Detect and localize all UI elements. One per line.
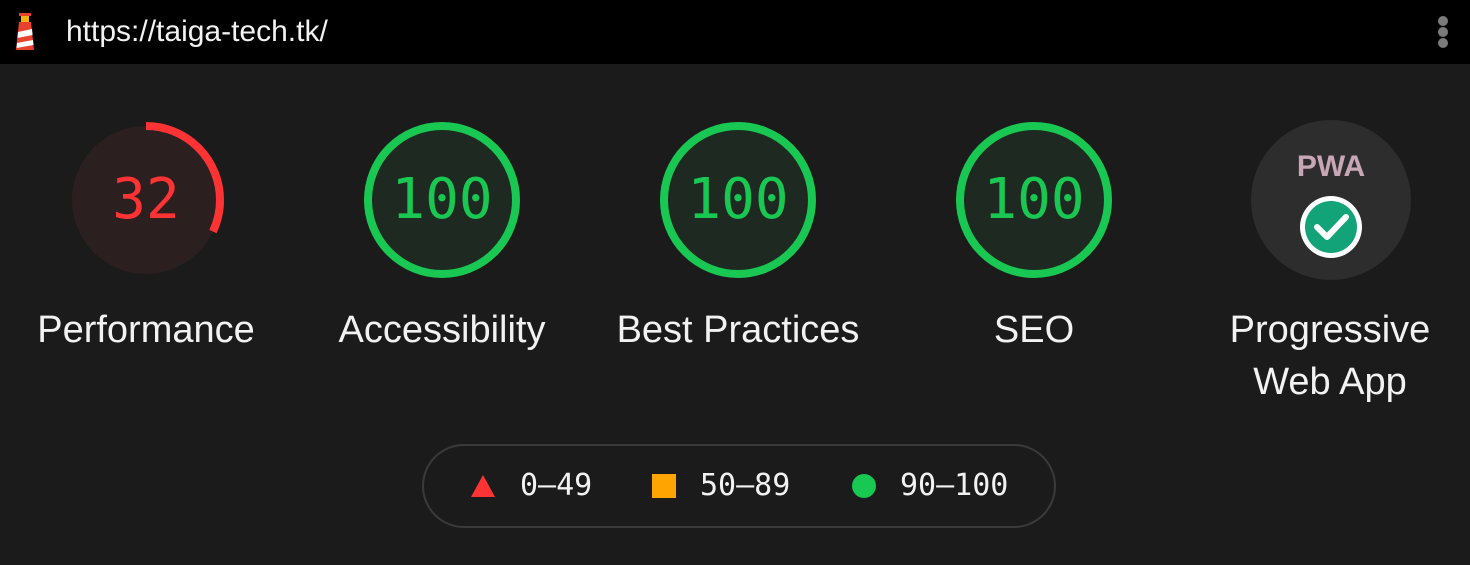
gauge-score: 100 [391, 167, 493, 232]
score-legend: 0–49 50–89 90–100 [422, 444, 1056, 528]
gauge-fill-bg [960, 126, 1108, 274]
gauge-label: Accessibility [338, 309, 546, 351]
circle-icon [852, 474, 876, 498]
square-icon [652, 474, 676, 498]
legend-range: 0–49 [520, 468, 593, 503]
lighthouse-icon [16, 13, 34, 50]
gauge-arc [660, 122, 816, 278]
legend-range: 50–89 [700, 468, 791, 503]
pwa-label-line2: Web App [1253, 361, 1407, 403]
page-url: https://taiga-tech.tk/ [66, 15, 328, 48]
gauge-label: SEO [993, 309, 1075, 351]
gauge-arc [364, 122, 520, 278]
checkmark-circle-icon [1300, 196, 1362, 258]
gauge-ring [660, 122, 816, 278]
gauge-ring [68, 122, 224, 278]
gauge-label: Performance [37, 309, 255, 351]
gauge-arc [956, 122, 1112, 278]
pwa-badge-text: PWA [1297, 150, 1365, 183]
gauge-score: 32 [112, 167, 180, 232]
gauge-score: 100 [687, 167, 789, 232]
gauge-ring [364, 122, 520, 278]
gauge-arc [68, 122, 224, 278]
gauge-fill-bg [368, 126, 516, 274]
triangle-icon [471, 475, 495, 497]
vertical-dots-icon[interactable] [1430, 14, 1456, 50]
url-bar: https://taiga-tech.tk/ [0, 0, 1470, 64]
gauge-label: Progressive Web App [1200, 304, 1460, 408]
legend-range: 90–100 [900, 468, 1009, 503]
pwa-label-line1: Progressive [1229, 309, 1431, 351]
gauge-label: Best Practices [616, 309, 860, 351]
gauge-fill-bg [664, 126, 812, 274]
gauge-ring [956, 122, 1112, 278]
gauge-fill-bg [72, 126, 220, 274]
pwa-badge: PWA [1251, 120, 1411, 280]
gauge-score: 100 [983, 167, 1085, 232]
